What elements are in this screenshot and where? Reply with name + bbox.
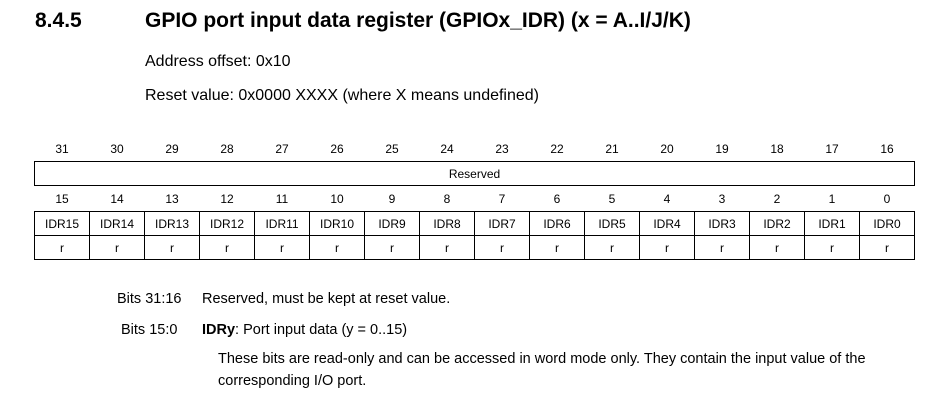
field-name-cell: IDR0 <box>859 211 915 236</box>
access-type-cell: r <box>474 235 530 260</box>
bit-number: 10 <box>330 191 344 206</box>
access-type-cell: r <box>34 235 90 260</box>
reserved-cell: Reserved <box>34 161 915 186</box>
field-name-cell: IDR2 <box>749 211 805 236</box>
field-summary: : Port input data (y = 0..15) <box>235 322 408 338</box>
bit-number: 27 <box>275 141 289 156</box>
access-type-cell: r <box>199 235 255 260</box>
field-name-cell: IDR5 <box>584 211 640 236</box>
reset-value: Reset value: 0x0000 XXXX (where X means … <box>145 87 540 104</box>
bit-number: 9 <box>388 191 396 206</box>
upper-bit-numbers-row: 31 30 29 28 27 26 25 24 23 22 21 20 19 18 17 16 <box>35 136 915 162</box>
address-offset: Address offset: 0x10 <box>145 53 291 70</box>
access-type-cell: r <box>804 235 860 260</box>
bit-number: 31 <box>55 141 69 156</box>
access-type-cell: r <box>859 235 915 260</box>
register-bit-table: 31 30 29 28 27 26 25 24 23 22 21 20 19 18 17 16 Reserve… <box>34 136 915 260</box>
field-name-cell: IDR7 <box>474 211 530 236</box>
field-name-cell: IDR4 <box>639 211 695 236</box>
bit-number: 2 <box>773 191 781 206</box>
bit-number: 29 <box>165 141 179 156</box>
access-type-cell: r <box>749 235 805 260</box>
lower-bit-numbers-row: 15 14 13 12 11 10 9 8 7 6 5 4 3 2 1 0 <box>35 186 915 212</box>
bit-number: 15 <box>55 191 69 206</box>
bits-31-16-label: Bits 31:16 <box>117 291 182 307</box>
field-name-cell: IDR1 <box>804 211 860 236</box>
bit-number: 8 <box>443 191 451 206</box>
bit-number: 4 <box>663 191 671 206</box>
access-type-cell: r <box>89 235 145 260</box>
bit-number: 23 <box>495 141 509 156</box>
field-name-cell: IDR15 <box>34 211 90 236</box>
access-type-cell: r <box>584 235 640 260</box>
access-type-cell: r <box>144 235 200 260</box>
field-name-cell: IDR14 <box>89 211 145 236</box>
access-type-cell: r <box>694 235 750 260</box>
bit-number: 19 <box>715 141 729 156</box>
bit-number: 26 <box>330 141 344 156</box>
bit-number: 0 <box>883 191 891 206</box>
bit-number: 16 <box>880 141 894 156</box>
field-name-cell: IDR9 <box>364 211 420 236</box>
field-name-cell: IDR12 <box>199 211 255 236</box>
bit-number: 18 <box>770 141 784 156</box>
bit-number: 6 <box>553 191 561 206</box>
field-name-cell: IDR10 <box>309 211 365 236</box>
access-type-cell: r <box>309 235 365 260</box>
field-name-cell: IDR3 <box>694 211 750 236</box>
bit-number: 3 <box>718 191 726 206</box>
bit-number: 24 <box>440 141 454 156</box>
bit-number: 20 <box>660 141 674 156</box>
bits-15-0-summary: IDRy: Port input data (y = 0..15) <box>202 322 407 338</box>
bit-number: 13 <box>165 191 179 206</box>
bit-number: 21 <box>605 141 619 156</box>
bit-number: 11 <box>275 191 289 206</box>
field-name-cell: IDR11 <box>254 211 310 236</box>
section-number: 8.4.5 <box>35 9 82 32</box>
bit-number: 22 <box>550 141 564 156</box>
bit-number: 12 <box>220 191 234 206</box>
access-type-cell: r <box>639 235 695 260</box>
bits-31-16-description: Reserved, must be kept at reset value. <box>202 291 451 307</box>
field-name-cell: IDR13 <box>144 211 200 236</box>
access-type-cell: r <box>419 235 475 260</box>
access-type-cell: r <box>364 235 420 260</box>
field-name-cell: IDR8 <box>419 211 475 236</box>
bit-number: 28 <box>220 141 234 156</box>
bit-number: 1 <box>828 191 836 206</box>
bit-number: 14 <box>110 191 124 206</box>
access-type-cell: r <box>254 235 310 260</box>
bits-15-0-detail: These bits are read-only and can be acce… <box>218 351 866 389</box>
field-names-row: IDR15 IDR14 IDR13 IDR12 IDR11 IDR10 IDR9 IDR8 ID… <box>34 211 915 236</box>
bit-number: 5 <box>608 191 616 206</box>
bit-number: 7 <box>498 191 506 206</box>
section-title: GPIO port input data register (GPIOx_IDR… <box>145 9 691 32</box>
access-type-cell: r <box>529 235 585 260</box>
field-name-idry: IDRy <box>202 322 236 338</box>
bit-number: 25 <box>385 141 399 156</box>
bits-15-0-label: Bits 15:0 <box>121 322 178 338</box>
bit-number: 30 <box>110 141 124 156</box>
reserved-row: Reserved <box>34 161 915 186</box>
field-name-cell: IDR6 <box>529 211 585 236</box>
bit-number: 17 <box>825 141 839 156</box>
